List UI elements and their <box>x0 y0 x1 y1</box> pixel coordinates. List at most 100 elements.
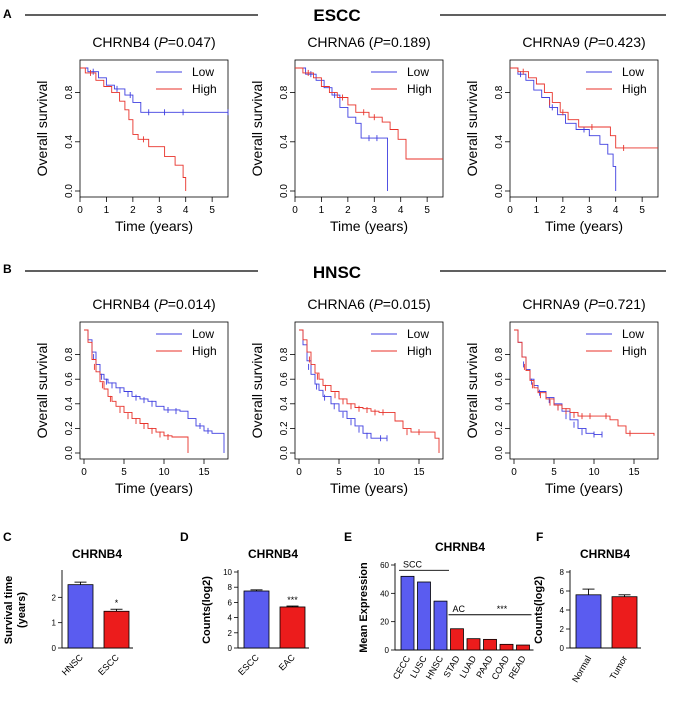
category-label: HNSC <box>424 654 446 682</box>
legend-label-low: Low <box>407 327 429 341</box>
y-axis-label: Survival time(years) <box>3 576 28 644</box>
km-plot-a1: CHRNB4 (P=0.047) 0.0 0.4 0.8 0 1 2 3 4 5 Time (yea… <box>34 34 229 234</box>
km-paren-close: ) <box>426 296 431 312</box>
y-axis-label: Overall survival <box>249 81 265 177</box>
bar-luad <box>466 638 481 651</box>
y-tick-label: 0.8 <box>494 347 505 361</box>
km-curve-low <box>514 329 602 436</box>
km-frame <box>509 59 659 198</box>
y-axis-label: Counts(log2) <box>201 576 213 644</box>
y-axis-label: Overall survival <box>34 81 50 177</box>
km-curve-high <box>510 67 658 149</box>
km-p-symbol: P <box>158 34 168 50</box>
y-tick-label: 0.0 <box>64 184 75 198</box>
y-tick-label: 40 <box>380 589 389 598</box>
km-plot-a3: CHRNA9 (P=0.423) 0.0 0.4 0.8 0 1 2 3 4 5 Time (yea… <box>464 34 659 234</box>
km-curve-low <box>295 67 388 191</box>
km-p-value: =0.721 <box>598 296 641 312</box>
legend-label-low: Low <box>192 65 214 79</box>
legend-label-high: High <box>192 82 217 96</box>
km-p-value: =0.189 <box>383 34 426 50</box>
km-gene: CHRNA6 <box>307 34 365 50</box>
km-p-symbol: P <box>373 34 383 50</box>
bar-tumor <box>611 596 638 649</box>
km-curve-low <box>299 329 387 439</box>
y-tick-label: 0.0 <box>494 446 505 460</box>
y-axis-label: Overall survival <box>464 81 480 177</box>
x-tick-label: 5 <box>336 467 342 478</box>
y-tick-label: 0 <box>385 646 390 655</box>
panel-label-d: D <box>180 530 189 544</box>
y-tick-label: 0.8 <box>279 347 290 361</box>
km-curve-high <box>514 329 655 436</box>
section-b-header: B HNSC <box>3 262 666 282</box>
y-tick-label: 0.6 <box>64 372 75 386</box>
x-tick-label: 15 <box>198 467 210 478</box>
y-tick-label: 0.2 <box>64 421 75 435</box>
km-frame <box>79 59 229 198</box>
category-label: READ <box>507 654 528 681</box>
y-tick-label: 60 <box>380 561 389 570</box>
km-curve-low <box>510 67 617 191</box>
x-tick-label: 0 <box>81 467 87 478</box>
y-tick-label: 0.0 <box>279 184 290 198</box>
bar-lusc <box>417 581 431 651</box>
km-paren-open: ( <box>365 296 374 312</box>
x-tick-label: 5 <box>424 205 430 216</box>
x-tick-label: 0 <box>507 205 513 216</box>
km-curve-high <box>84 329 189 453</box>
y-tick-label: 0 <box>560 644 565 653</box>
x-tick-label: 1 <box>104 205 110 216</box>
section-title-escc: ESCC <box>313 6 360 25</box>
bar-paad <box>483 638 497 651</box>
y-axis-label: Mean Expression <box>358 562 370 653</box>
category-label: CECC <box>391 654 413 682</box>
y-tick-label: 1 <box>52 619 57 628</box>
y-tick-label: 2 <box>52 593 57 602</box>
y-axis-label: Overall survival <box>34 343 50 439</box>
km-frame <box>294 59 444 198</box>
x-tick-label: 3 <box>372 205 378 216</box>
y-tick-label: 0.0 <box>64 446 75 460</box>
y-tick-label: 0 <box>52 644 57 653</box>
km-gene: CHRNB4 <box>92 34 150 50</box>
x-tick-label: 4 <box>183 205 189 216</box>
x-tick-label: 0 <box>77 205 83 216</box>
km-p-symbol: P <box>158 296 168 312</box>
km-frame <box>509 321 659 460</box>
legend-label-high: High <box>407 82 432 96</box>
y-tick-label: 0.4 <box>64 396 75 410</box>
y-tick-label: 4 <box>560 606 565 615</box>
x-tick-label: 4 <box>398 205 404 216</box>
km-plot-b3: CHRNA9 (P=0.721) 0.0 0.2 0.4 0.6 0.8 0 5 10 15 Tim… <box>464 296 659 496</box>
x-tick-label: 1 <box>534 205 540 216</box>
km-p-value: =0.014 <box>168 296 211 312</box>
y-axis-label: Counts(log2) <box>533 576 545 644</box>
y-axis-label: Overall survival <box>249 343 265 439</box>
bar-cecc <box>400 575 415 651</box>
x-axis-label: Time (years) <box>115 218 193 234</box>
y-tick-label: 0.2 <box>279 421 290 435</box>
category-label: Tumor <box>608 654 629 681</box>
panel-label-b: B <box>3 262 12 276</box>
y-tick-label: 0.4 <box>494 134 505 148</box>
y-tick-label: 0.4 <box>494 396 505 410</box>
x-axis-label: Time (years) <box>115 480 193 496</box>
y-tick-label: 6 <box>228 598 233 607</box>
km-plot-b2: CHRNA6 (P=0.015) 0.0 0.2 0.4 0.6 0.8 0 5 10 15 Tim… <box>249 296 444 496</box>
legend-label-high: High <box>622 344 647 358</box>
y-axis-label-line: Mean Expression <box>358 562 370 653</box>
legend-label-high: High <box>192 344 217 358</box>
x-tick-label: 10 <box>158 467 170 478</box>
y-tick-label: 6 <box>560 587 565 596</box>
x-axis-label: Time (years) <box>330 480 408 496</box>
y-tick-label: 0.8 <box>494 85 505 99</box>
bar-chart-f: CHRNB4 0 2 4 6 8 Counts(log2) Normal Tumor <box>533 547 641 684</box>
legend-label-low: Low <box>622 327 644 341</box>
km-gene: CHRNA6 <box>307 296 365 312</box>
x-tick-label: 10 <box>588 467 600 478</box>
panel-label-f: F <box>536 530 543 544</box>
km-title: CHRNA9 (P=0.721) <box>522 296 645 312</box>
group-label-scc: SCC <box>403 559 423 569</box>
km-paren-close: ) <box>211 296 216 312</box>
